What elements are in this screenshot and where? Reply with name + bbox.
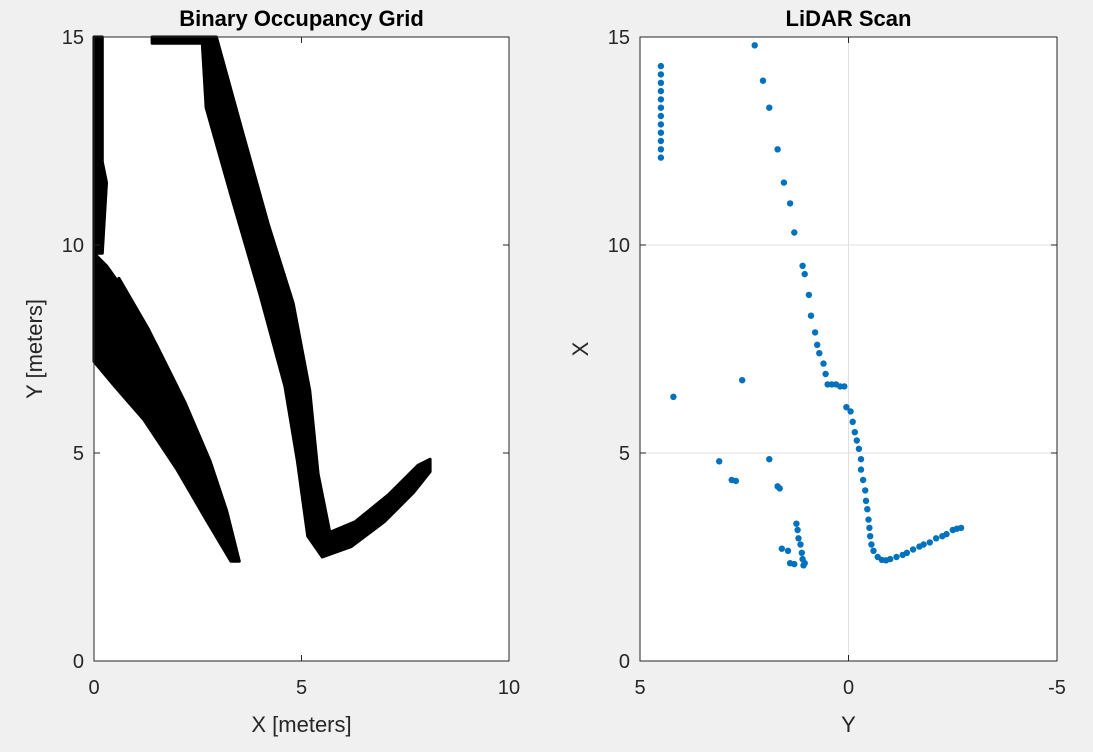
lidar-point xyxy=(739,377,746,384)
lidar-point xyxy=(791,560,798,568)
lidar-point xyxy=(657,62,665,70)
lidar-point xyxy=(657,87,665,95)
occupancy-grid-axes: 0 5 10 0 5 10 15 Binary Occupancy Grid X [mete… xyxy=(22,6,520,737)
occupied-region-top-segment xyxy=(150,35,204,45)
lidar-point xyxy=(943,530,950,538)
lidar-point xyxy=(657,154,665,161)
lidar-point xyxy=(932,535,940,542)
lidar-y-tick-label: 0 xyxy=(619,651,630,673)
lidar-point xyxy=(851,429,858,436)
lidar-point xyxy=(811,329,819,336)
lidar-point xyxy=(909,546,917,553)
lidar-point xyxy=(776,485,783,492)
lidar-point xyxy=(670,393,677,400)
occupancy-grid-ticks: 0 5 10 0 5 10 15 xyxy=(62,27,520,699)
occupancy-grid-y-label: Y [meters] xyxy=(22,299,47,399)
lidar-x-tick-label: -5 xyxy=(1048,677,1066,699)
lidar-point xyxy=(857,456,865,463)
lidar-point xyxy=(794,526,801,534)
lidar-point xyxy=(791,229,798,236)
lidar-point xyxy=(657,121,665,128)
lidar-point xyxy=(798,549,805,556)
lidar-point xyxy=(920,541,927,548)
lidar-point xyxy=(657,146,665,153)
lidar-point xyxy=(780,179,788,186)
lidar-point xyxy=(786,200,794,207)
lidar-point xyxy=(800,562,807,569)
lidar-point xyxy=(657,137,665,145)
lidar-x-tick-label: 5 xyxy=(634,677,645,699)
lidar-point xyxy=(847,408,854,415)
lidar-point xyxy=(841,383,848,390)
lidar-point xyxy=(797,541,804,548)
lidar-point xyxy=(926,539,933,546)
lidar-point xyxy=(859,476,867,484)
occupancy-grid-title: Binary Occupancy Grid xyxy=(179,6,424,31)
lidar-point xyxy=(801,270,808,278)
lidar-point xyxy=(870,547,877,554)
lidar-title: LiDAR Scan xyxy=(786,6,912,31)
lidar-point xyxy=(849,418,856,425)
occupied-region-lower-left-wall-inner xyxy=(105,276,204,455)
lidar-y-label: X xyxy=(568,341,593,356)
lidar-point xyxy=(866,524,873,532)
lidar-point xyxy=(957,524,965,532)
lidar-point xyxy=(887,555,894,563)
lidar-point xyxy=(795,535,802,542)
lidar-point xyxy=(784,547,792,554)
lidar-y-tick-label: 5 xyxy=(619,443,630,465)
lidar-point xyxy=(862,487,869,494)
lidar-point xyxy=(903,549,911,556)
lidar-point xyxy=(657,104,665,111)
lidar-point xyxy=(751,42,758,49)
lidar-point xyxy=(716,458,723,465)
occupancy-grid-x-label: X [meters] xyxy=(251,712,351,737)
lidar-point xyxy=(799,262,806,269)
lidar-point xyxy=(732,477,740,485)
lidar-point xyxy=(867,533,874,540)
lidar-point xyxy=(657,112,665,120)
lidar-point xyxy=(855,445,863,452)
lidar-point xyxy=(807,312,815,319)
lidar-point xyxy=(657,129,665,136)
occupancy-grid-y-tick-label: 0 xyxy=(73,651,84,673)
lidar-point xyxy=(843,404,850,411)
occupancy-grid-y-tick-label: 5 xyxy=(73,443,84,465)
lidar-point xyxy=(862,497,870,504)
lidar-point xyxy=(759,77,767,84)
lidar-point xyxy=(822,370,829,378)
lidar-point xyxy=(857,466,865,473)
lidar-point xyxy=(657,79,665,87)
lidar-point xyxy=(778,545,785,552)
lidar-point xyxy=(766,104,773,111)
lidar-point xyxy=(814,341,821,348)
lidar-point xyxy=(805,291,813,299)
lidar-points xyxy=(657,42,965,569)
lidar-point xyxy=(766,456,773,463)
occupancy-grid-y-tick-label: 10 xyxy=(62,235,84,257)
lidar-point xyxy=(853,437,860,444)
lidar-point xyxy=(657,71,665,78)
lidar-point xyxy=(657,96,665,103)
lidar-y-tick-label: 10 xyxy=(608,235,630,257)
lidar-point xyxy=(864,506,871,513)
occupied-region-lower-right-wall xyxy=(320,457,432,559)
lidar-point xyxy=(774,146,781,153)
lidar-point xyxy=(820,360,827,367)
occupancy-grid-x-tick-label: 0 xyxy=(88,677,99,699)
occupancy-grid-x-tick-label: 5 xyxy=(296,677,307,699)
lidar-y-tick-label: 15 xyxy=(608,27,630,49)
occupancy-grid-y-tick-label: 15 xyxy=(62,27,84,49)
lidar-x-label: Y xyxy=(841,712,856,737)
lidar-point xyxy=(893,553,900,561)
occupancy-grid-x-tick-label: 10 xyxy=(498,677,520,699)
lidar-point xyxy=(793,520,800,527)
lidar-point xyxy=(865,516,872,523)
lidar-point xyxy=(816,350,823,357)
lidar-point xyxy=(868,541,875,548)
lidar-x-tick-label: 0 xyxy=(843,677,854,699)
